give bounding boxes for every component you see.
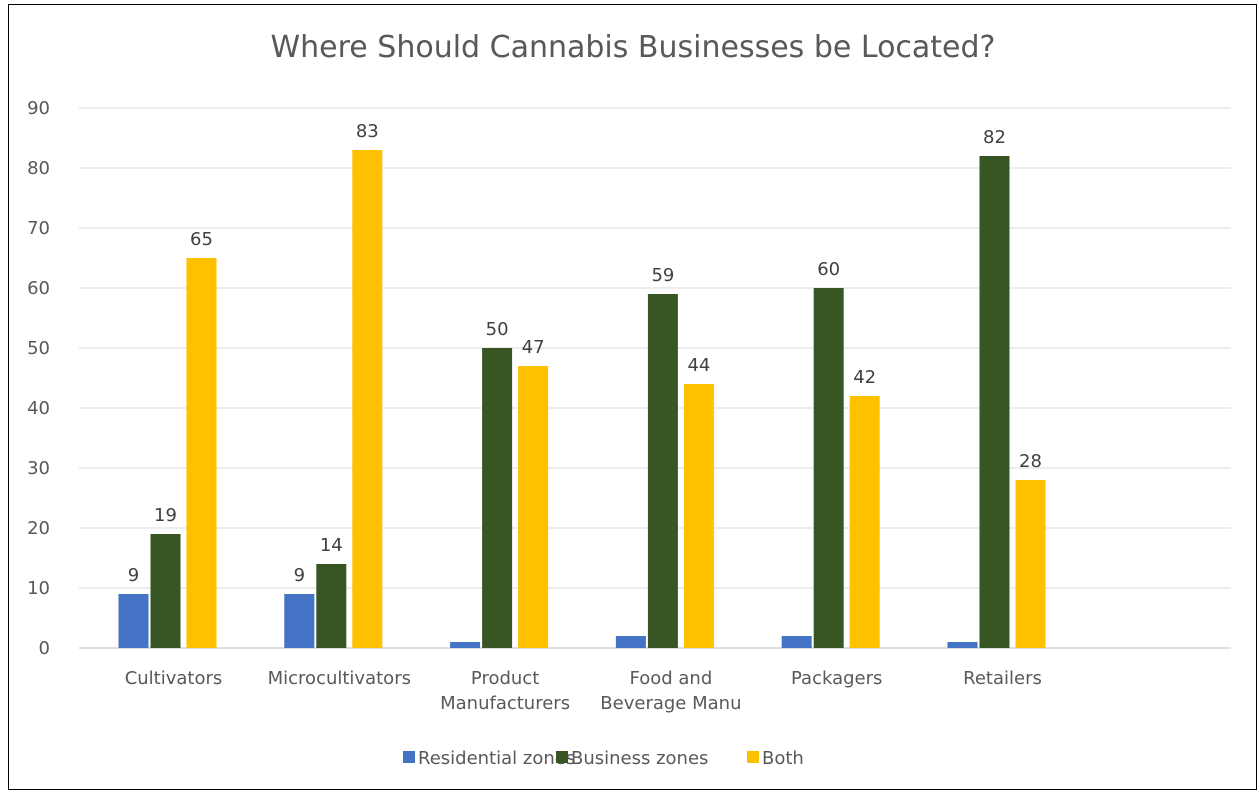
category-label: Food and: [630, 668, 713, 689]
legend-item-residential-zones[interactable]: Residential zones: [403, 748, 575, 769]
bar-business-zones[interactable]: [482, 348, 513, 648]
data-label: 83: [356, 121, 379, 142]
data-label: 59: [651, 265, 674, 286]
y-axis: 0 10 20 30 40 50 60 70 80 90: [27, 98, 50, 659]
bar-chart: Where Should Cannabis Businesses be Loca…: [27, 30, 1231, 769]
bar-both[interactable]: [849, 396, 880, 648]
bar-both[interactable]: [683, 384, 714, 648]
bars: [118, 150, 1046, 648]
bar-residential-zones[interactable]: [450, 642, 481, 648]
y-tick-label: 30: [27, 458, 50, 479]
data-labels: 9 9 19 14 50 59 60 82 65 83 47 44 42 28: [128, 121, 1042, 586]
y-tick-label: 0: [39, 638, 50, 659]
x-axis: Cultivators Microcultivators Product Manufa…: [125, 668, 1042, 714]
legend-swatch: [403, 751, 415, 763]
data-label: 82: [983, 127, 1006, 148]
data-label: 9: [128, 565, 139, 586]
category-label: Manufacturers: [440, 693, 570, 714]
chart-frame: Where Should Cannabis Businesses be Loca…: [8, 4, 1257, 790]
bar-business-zones[interactable]: [150, 534, 181, 648]
y-tick-label: 60: [27, 278, 50, 299]
data-label: 44: [687, 355, 710, 376]
bar-residential-zones[interactable]: [781, 636, 812, 648]
bar-both[interactable]: [1015, 480, 1046, 648]
y-tick-label: 50: [27, 338, 50, 359]
data-label: 50: [486, 319, 509, 340]
bar-both[interactable]: [186, 258, 217, 648]
category-label: Retailers: [963, 668, 1042, 689]
data-label: 42: [853, 367, 876, 388]
category-label: Cultivators: [125, 668, 223, 689]
bar-business-zones[interactable]: [647, 294, 678, 648]
category-label: Beverage Manu: [600, 693, 741, 714]
category-label: Microcultivators: [268, 668, 411, 689]
legend-label: Business zones: [571, 748, 708, 769]
category-label: Product: [471, 668, 539, 689]
bar-residential-zones[interactable]: [615, 636, 646, 648]
data-label: 60: [817, 259, 840, 280]
data-label: 19: [154, 505, 177, 526]
data-label: 14: [320, 535, 343, 556]
data-label: 47: [522, 337, 545, 358]
bar-residential-zones[interactable]: [947, 642, 978, 648]
legend-item-both[interactable]: Both: [747, 748, 804, 769]
legend-label: Both: [762, 748, 804, 769]
bar-residential-zones[interactable]: [118, 594, 149, 648]
bar-business-zones[interactable]: [813, 288, 844, 648]
y-tick-label: 20: [27, 518, 50, 539]
category-label: Packagers: [791, 668, 882, 689]
y-tick-label: 40: [27, 398, 50, 419]
bar-both[interactable]: [518, 366, 549, 648]
legend-label: Residential zones: [418, 748, 575, 769]
legend-swatch: [556, 751, 568, 763]
y-tick-label: 70: [27, 218, 50, 239]
data-label: 9: [294, 565, 305, 586]
legend-item-business-zones[interactable]: Business zones: [556, 748, 708, 769]
bar-residential-zones[interactable]: [284, 594, 315, 648]
y-tick-label: 80: [27, 158, 50, 179]
y-tick-label: 90: [27, 98, 50, 119]
chart-title: Where Should Cannabis Businesses be Loca…: [271, 30, 996, 65]
legend-swatch: [747, 751, 759, 763]
bar-business-zones[interactable]: [979, 156, 1010, 648]
data-label: 65: [190, 229, 213, 250]
bar-business-zones[interactable]: [316, 564, 347, 648]
y-tick-label: 10: [27, 578, 50, 599]
bar-both[interactable]: [352, 150, 383, 648]
data-label: 28: [1019, 451, 1042, 472]
